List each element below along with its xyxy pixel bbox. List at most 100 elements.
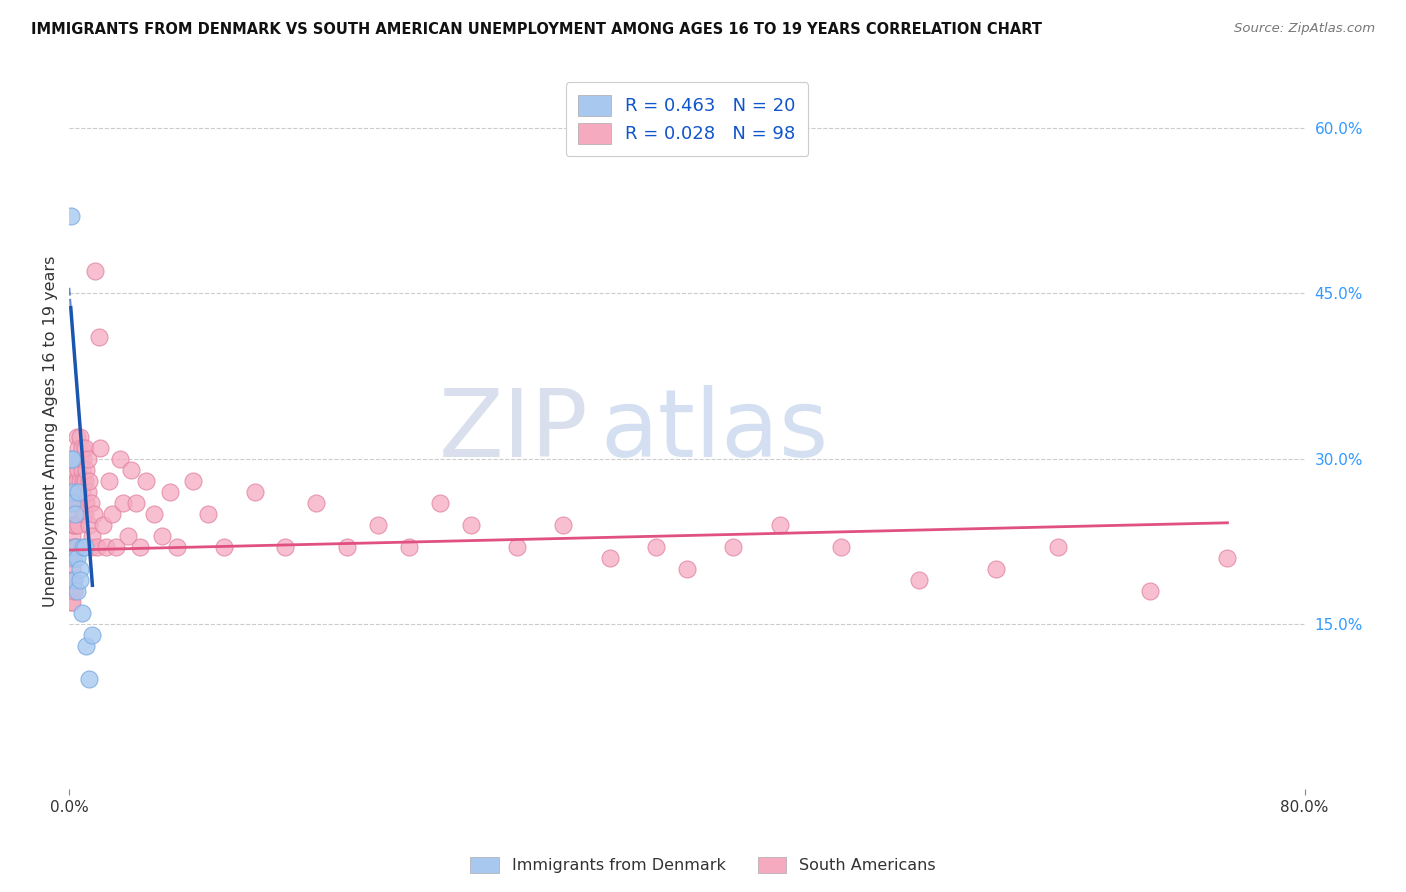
Point <box>60 529 83 543</box>
Point <box>197 507 219 521</box>
Point <box>83 507 105 521</box>
Point <box>66 583 89 598</box>
Point <box>398 540 420 554</box>
Point <box>65 507 87 521</box>
Point <box>70 462 93 476</box>
Point <box>75 496 97 510</box>
Point <box>66 496 89 510</box>
Point <box>305 496 328 510</box>
Point <box>60 573 83 587</box>
Point <box>723 540 745 554</box>
Point <box>67 484 90 499</box>
Point <box>72 540 94 554</box>
Text: atlas: atlas <box>600 385 828 477</box>
Point <box>69 474 91 488</box>
Point <box>159 484 181 499</box>
Point <box>89 441 111 455</box>
Point <box>124 496 146 510</box>
Point <box>60 496 83 510</box>
Point <box>69 429 91 443</box>
Point <box>59 209 82 223</box>
Point <box>60 595 83 609</box>
Point <box>59 595 82 609</box>
Point <box>72 507 94 521</box>
Point <box>336 540 359 554</box>
Point <box>101 507 124 521</box>
Point <box>69 573 91 587</box>
Point <box>65 540 87 554</box>
Point <box>73 540 96 554</box>
Point <box>63 517 86 532</box>
Point <box>80 496 103 510</box>
Point <box>70 441 93 455</box>
Point <box>65 540 87 554</box>
Point <box>60 550 83 565</box>
Point <box>73 474 96 488</box>
Point <box>66 451 89 466</box>
Point <box>65 517 87 532</box>
Point <box>1139 583 1161 598</box>
Point <box>87 330 110 344</box>
Point <box>67 462 90 476</box>
Point <box>60 496 83 510</box>
Point <box>70 484 93 499</box>
Y-axis label: Unemployment Among Ages 16 to 19 years: Unemployment Among Ages 16 to 19 years <box>44 255 58 607</box>
Point <box>59 540 82 554</box>
Text: Source: ZipAtlas.com: Source: ZipAtlas.com <box>1234 22 1375 36</box>
Point <box>82 628 104 642</box>
Point <box>104 540 127 554</box>
Point <box>599 550 621 565</box>
Point <box>63 573 86 587</box>
Point <box>75 639 97 653</box>
Point <box>63 550 86 565</box>
Point <box>112 496 135 510</box>
Point <box>60 451 83 466</box>
Point <box>676 562 699 576</box>
Point <box>63 507 86 521</box>
Point <box>60 517 83 532</box>
Point <box>108 451 131 466</box>
Point <box>120 462 142 476</box>
Point <box>66 429 89 443</box>
Point <box>66 550 89 565</box>
Point <box>91 517 114 532</box>
Point <box>69 496 91 510</box>
Point <box>79 517 101 532</box>
Point <box>70 606 93 620</box>
Point <box>830 540 852 554</box>
Point <box>907 573 929 587</box>
Point <box>59 573 82 587</box>
Point <box>429 496 451 510</box>
Point <box>96 540 118 554</box>
Point <box>79 672 101 686</box>
Point <box>59 583 82 598</box>
Point <box>63 474 86 488</box>
Legend: R = 0.463   N = 20, R = 0.028   N = 98: R = 0.463 N = 20, R = 0.028 N = 98 <box>565 82 808 156</box>
Point <box>243 484 266 499</box>
Point <box>69 562 91 576</box>
Point <box>1046 540 1069 554</box>
Point <box>129 540 152 554</box>
Point <box>212 540 235 554</box>
Point <box>72 474 94 488</box>
Point <box>67 517 90 532</box>
Point <box>98 474 121 488</box>
Legend: Immigrants from Denmark, South Americans: Immigrants from Denmark, South Americans <box>464 850 942 880</box>
Point <box>143 507 166 521</box>
Point <box>73 441 96 455</box>
Point <box>63 583 86 598</box>
Point <box>84 264 107 278</box>
Point <box>181 474 204 488</box>
Point <box>65 484 87 499</box>
Point <box>768 517 790 532</box>
Point <box>86 540 108 554</box>
Point <box>82 529 104 543</box>
Point <box>67 484 90 499</box>
Point <box>67 441 90 455</box>
Point <box>69 451 91 466</box>
Point <box>166 540 188 554</box>
Point <box>66 540 89 554</box>
Point <box>63 540 86 554</box>
Point <box>117 529 139 543</box>
Point <box>80 540 103 554</box>
